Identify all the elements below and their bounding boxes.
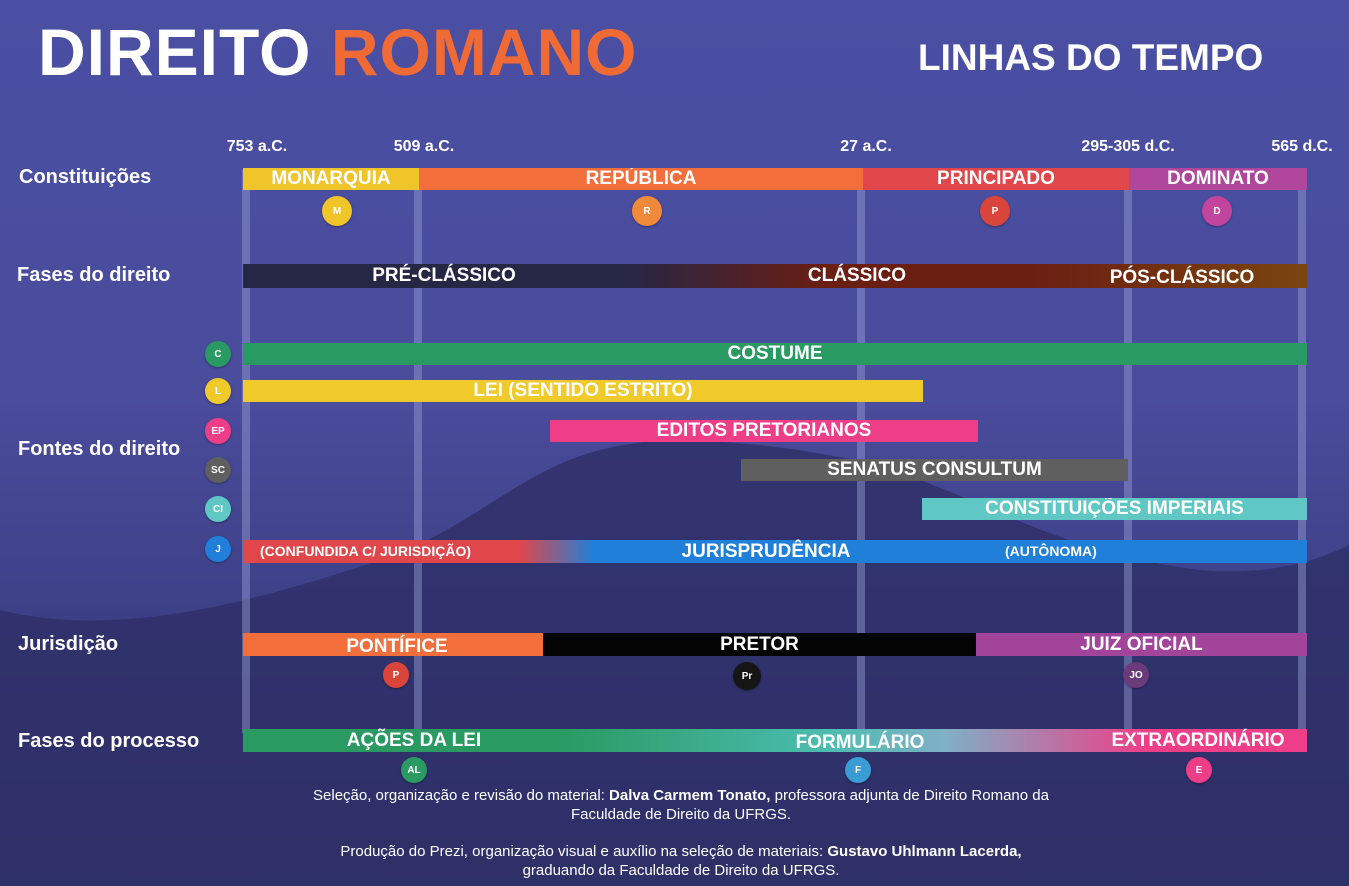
- badge-acoes-da-lei: AL: [401, 757, 427, 783]
- credits-line-4: graduando da Faculdade de Direito da UFR…: [522, 862, 840, 879]
- fase-acoes-da-lei: AÇÕES DA LEI: [346, 730, 482, 751]
- page-subtitle: LINHAS DO TEMPO: [918, 37, 1264, 78]
- bar-dominato-label: DOMINATO: [1167, 168, 1269, 189]
- badge-formulario: F: [845, 757, 871, 783]
- badge-principado: P: [980, 196, 1010, 226]
- bar-pontifice: PONTÍFICE: [243, 633, 543, 656]
- credits-block-2: Produção do Prezi, organização visual e …: [180, 842, 1182, 880]
- fase-classico: CLÁSSICO: [807, 265, 907, 286]
- badge-lei: L: [205, 378, 231, 404]
- bar-editos-label: EDITOS PRETORIANOS: [656, 420, 872, 441]
- credits-line-1-post: professora adjunta de Direito Romano da: [770, 787, 1049, 804]
- row-label-fases-direito: Fases do direito: [17, 264, 171, 286]
- credits-line-3: Produção do Prezi, organização visual e …: [180, 842, 1182, 861]
- bar-lei-label: LEI (SENTIDO ESTRITO): [473, 380, 693, 401]
- bar-costume: COSTUME: [243, 343, 1307, 365]
- row-label-fontes: Fontes do direito: [18, 438, 181, 460]
- title-direito: DIREITO: [38, 15, 312, 89]
- badge-juiz-oficial: JO: [1123, 662, 1149, 688]
- bar-pretor: PRETOR: [543, 633, 976, 656]
- fase-formulario: FORMULÁRIO: [795, 732, 925, 753]
- badge-constituicoes-imperiais: CI: [205, 496, 231, 522]
- bar-lei: LEI (SENTIDO ESTRITO): [243, 380, 923, 402]
- badge-jurisprudencia: J: [205, 536, 231, 562]
- jurisprudencia-note-left: (CONFUNDIDA C/ JURISDIÇÃO): [260, 543, 472, 559]
- guide-line-295: [1124, 170, 1132, 733]
- bar-jurisprudencia-label: JURISPRUDÊNCIA: [681, 541, 851, 562]
- credits-line-1-pre: Seleção, organização e revisão do materi…: [313, 787, 610, 804]
- fase-pre-classico: PRÉ-CLÁSSICO: [372, 265, 516, 286]
- bar-republica: REPÚBLICA: [419, 168, 863, 190]
- bar-pretor-label: PRETOR: [720, 633, 799, 655]
- row-label-constituicoes: Constituições: [19, 166, 152, 188]
- badge-senatus: SC: [205, 457, 231, 483]
- credits-name-dalva: Dalva Carmem Tonato,: [609, 787, 771, 804]
- badge-editos: EP: [205, 418, 231, 444]
- bar-senatus: SENATUS CONSULTUM: [741, 459, 1128, 481]
- credits-line-1: Seleção, organização e revisão do materi…: [180, 786, 1182, 805]
- bar-juiz-oficial-label: JUIZ OFICIAL: [1080, 633, 1203, 655]
- badge-extraordinario: E: [1186, 757, 1212, 783]
- bar-republica-label: REPÚBLICA: [585, 168, 697, 189]
- bar-principado: PRINCIPADO: [863, 168, 1129, 190]
- bar-jurisprudencia: (CONFUNDIDA C/ JURISDIÇÃO) JURISPRUDÊNCI…: [243, 540, 1307, 563]
- title-romano: ROMANO: [330, 15, 638, 89]
- row-label-fases-processo: Fases do processo: [18, 730, 200, 752]
- bar-monarquia: MONARQUIA: [243, 168, 419, 190]
- credits-line-3-pre: Produção do Prezi, organização visual e …: [340, 843, 828, 860]
- bar-principado-label: PRINCIPADO: [937, 168, 1055, 189]
- guide-line-565: [1298, 170, 1306, 733]
- date-565: 565 d.C.: [1271, 138, 1333, 155]
- bar-editos: EDITOS PRETORIANOS: [550, 420, 978, 442]
- credits-line-2: Faculdade de Direito da UFRGS.: [570, 806, 792, 823]
- fase-extraordinario: EXTRAORDINÁRIO: [1111, 730, 1285, 751]
- badge-republica: R: [632, 196, 662, 226]
- bar-pontifice-label: PONTÍFICE: [346, 635, 448, 657]
- badge-pretor: Pr: [733, 662, 761, 690]
- bar-dominato: DOMINATO: [1129, 168, 1307, 190]
- row-label-jurisdicao: Jurisdição: [18, 633, 119, 655]
- bar-costume-label: COSTUME: [727, 343, 823, 364]
- date-27: 27 a.C.: [840, 138, 892, 155]
- jurisprudencia-note-right: (AUTÔNOMA): [1005, 543, 1097, 559]
- guide-line-753: [242, 170, 250, 733]
- date-509: 509 a.C.: [393, 138, 455, 155]
- bar-fases-direito: PRÉ-CLÁSSICO CLÁSSICO PÓS-CLÁSSICO: [243, 264, 1307, 288]
- credits-block-1: Seleção, organização e revisão do materi…: [180, 786, 1182, 824]
- bar-juiz-oficial: JUIZ OFICIAL: [976, 633, 1307, 656]
- badge-dominato: D: [1202, 196, 1232, 226]
- bar-constituicoes-imperiais: CONSTITUIÇÕES IMPERIAIS: [922, 498, 1307, 520]
- page-title: DIREITO ROMANO: [38, 12, 637, 92]
- credits-name-gustavo: Gustavo Uhlmann Lacerda,: [827, 843, 1022, 860]
- guide-line-509: [414, 170, 422, 733]
- date-753: 753 a.C.: [226, 138, 288, 155]
- bar-fases-processo: AÇÕES DA LEI FORMULÁRIO EXTRAORDINÁRIO: [243, 729, 1307, 753]
- badge-costume: C: [205, 341, 231, 367]
- badge-monarquia: M: [322, 196, 352, 226]
- fase-pos-classico: PÓS-CLÁSSICO: [1109, 267, 1255, 288]
- bar-constituicoes-imperiais-label: CONSTITUIÇÕES IMPERIAIS: [985, 498, 1244, 519]
- guide-line-27: [857, 170, 865, 733]
- date-295-305: 295-305 d.C.: [1081, 138, 1175, 155]
- bar-senatus-label: SENATUS CONSULTUM: [827, 459, 1042, 480]
- bar-monarquia-label: MONARQUIA: [271, 168, 391, 189]
- badge-pontifice: P: [383, 662, 409, 688]
